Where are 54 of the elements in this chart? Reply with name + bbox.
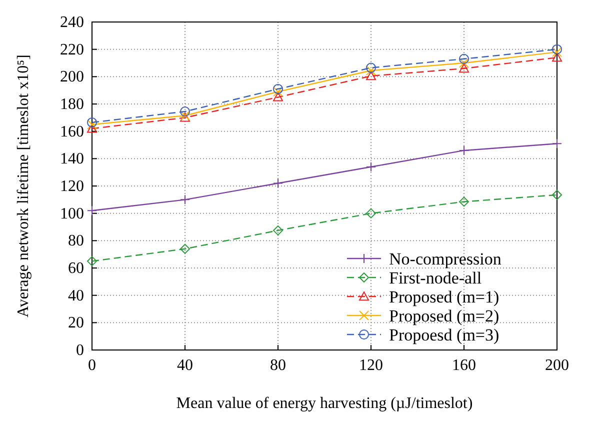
y-tick-label: 200 bbox=[60, 68, 84, 86]
point bbox=[459, 196, 469, 207]
point bbox=[366, 62, 376, 73]
y-tick-label: 40 bbox=[68, 287, 84, 304]
y-tick-label: 120 bbox=[60, 178, 84, 195]
y-tick-label: 0 bbox=[76, 342, 84, 359]
x-tick-label: 120 bbox=[359, 357, 383, 374]
y-tick-label: 60 bbox=[68, 260, 84, 277]
point bbox=[273, 178, 283, 188]
point bbox=[459, 63, 469, 73]
point bbox=[87, 256, 97, 266]
point bbox=[552, 44, 562, 54]
point bbox=[87, 206, 97, 216]
point bbox=[552, 47, 562, 58]
y-axis-title: Average network lifetime [timeslot x10⁵] bbox=[15, 54, 32, 318]
y-tick-label: 180 bbox=[60, 96, 84, 113]
y-tick-label: 240 bbox=[60, 14, 84, 31]
point bbox=[366, 66, 376, 76]
y-tick-label: 160 bbox=[60, 123, 84, 140]
point bbox=[273, 225, 283, 236]
point bbox=[366, 70, 376, 80]
point bbox=[366, 162, 376, 172]
legend-label: No-compression bbox=[389, 250, 502, 268]
point bbox=[552, 190, 562, 200]
point bbox=[552, 52, 562, 62]
legend-label: Propoesd (m=3) bbox=[389, 326, 500, 344]
point bbox=[273, 92, 283, 102]
y-tick-label: 140 bbox=[60, 150, 84, 168]
point bbox=[180, 194, 190, 205]
legend-label: First-node-all bbox=[389, 268, 482, 288]
point bbox=[459, 58, 469, 68]
point bbox=[552, 138, 562, 149]
point bbox=[87, 124, 97, 133]
point bbox=[87, 120, 97, 130]
point bbox=[459, 54, 469, 64]
point bbox=[366, 208, 376, 218]
point bbox=[87, 117, 97, 128]
legend-label: Proposed (m=1) bbox=[389, 288, 500, 306]
point bbox=[273, 84, 283, 94]
point bbox=[180, 244, 190, 254]
y-tick-label: 20 bbox=[68, 314, 84, 332]
y-tick-label: 80 bbox=[68, 232, 84, 250]
point bbox=[459, 145, 469, 156]
x-tick-label: 160 bbox=[452, 357, 476, 374]
point bbox=[273, 86, 283, 97]
x-axis-title: Mean value of energy harvesting (µJ/timeslot) bbox=[176, 395, 473, 412]
y-tick-label: 100 bbox=[60, 205, 84, 222]
x-tick-label: 80 bbox=[270, 357, 286, 374]
point bbox=[180, 106, 190, 117]
x-tick-label: 0 bbox=[88, 357, 96, 374]
y-tick-label: 220 bbox=[60, 41, 84, 58]
x-tick-label: 40 bbox=[177, 357, 193, 374]
legend-label: Proposed (m=2) bbox=[389, 306, 500, 326]
x-tick-label: 200 bbox=[545, 357, 569, 374]
